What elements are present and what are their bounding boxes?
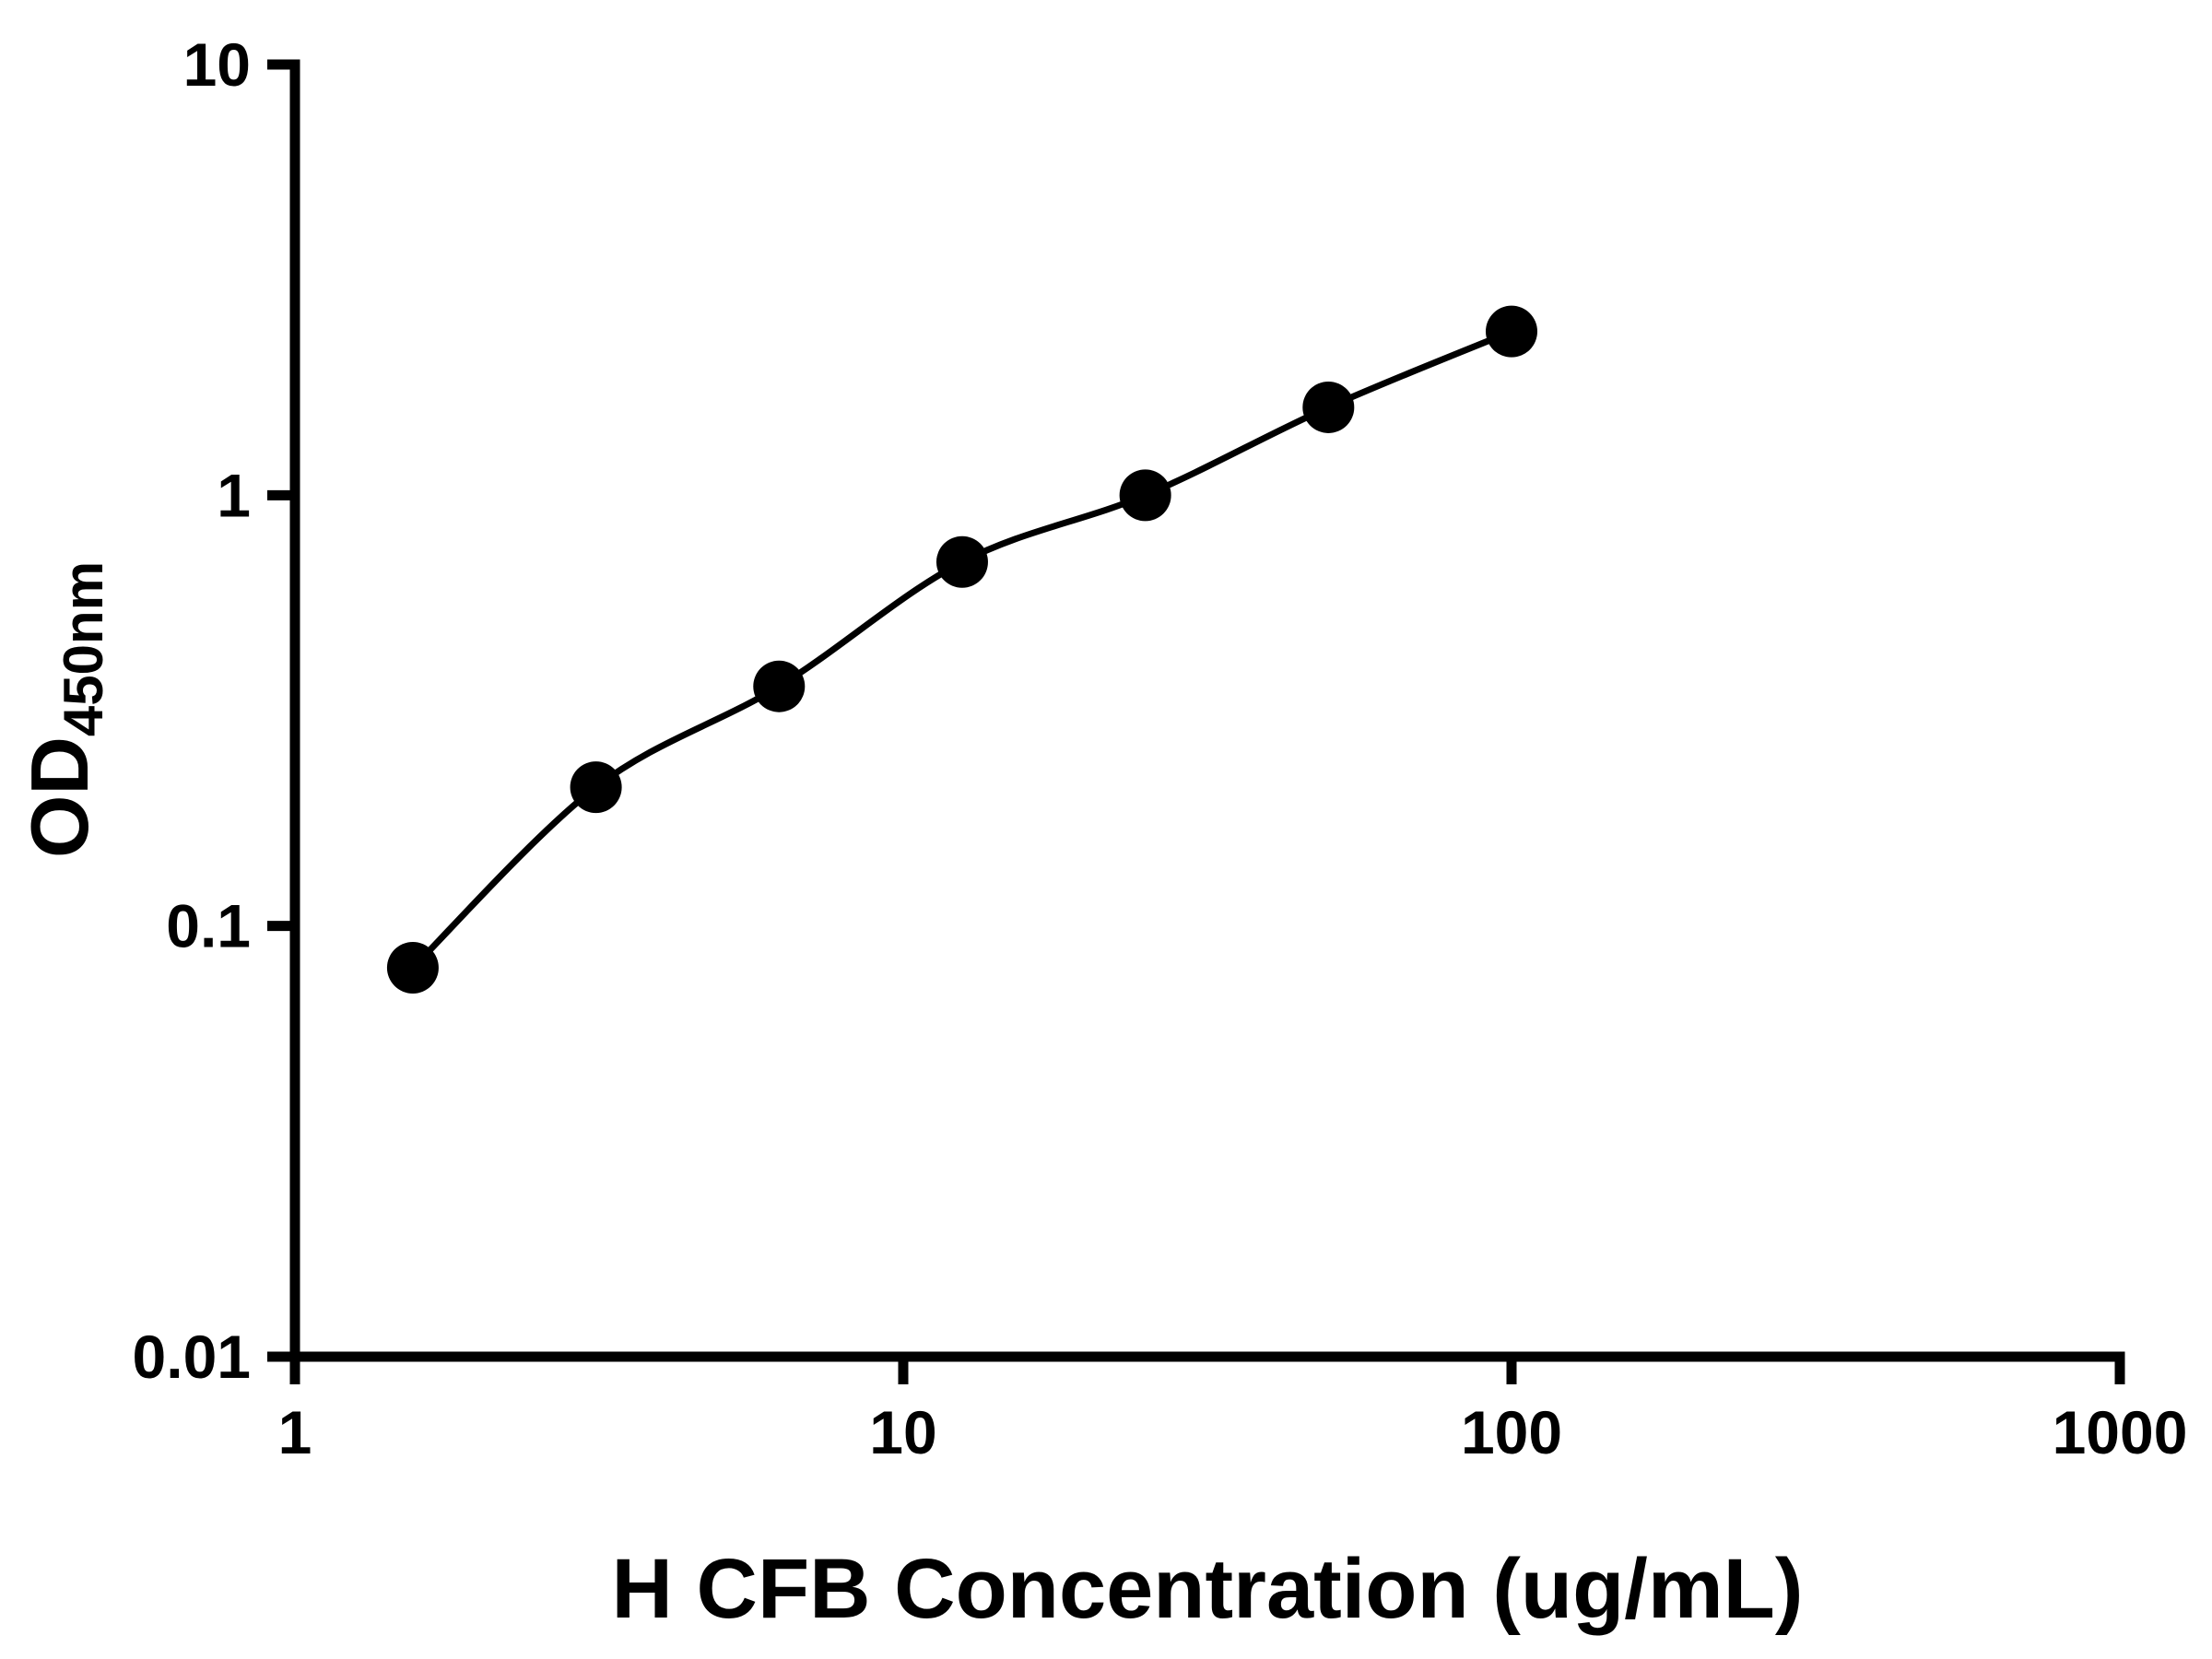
y-axis-title: OD450nm [14,561,114,858]
data-point [1119,469,1171,522]
fit-curve [410,328,1513,971]
y-axis-title-sub: 450nm [53,561,114,736]
x-axis-title: H CFB Concentration (ug/mL) [612,1542,1804,1636]
y-tick-label: 0.1 [166,892,251,960]
x-tick-label: 1000 [2053,1398,2188,1466]
y-tick-label: 0.01 [133,1323,251,1391]
y-tick-label: 1 [217,461,251,529]
data-point [570,761,622,814]
x-tick-label: 10 [869,1398,936,1466]
x-tick-label: 100 [1461,1398,1562,1466]
data-point [386,941,439,994]
tick-layer: 0.01 0.1 1 10 1 10 100 1000 [133,30,2188,1466]
y-axis-title-main: OD [14,736,105,858]
data-point [1302,381,1355,433]
y-tick-label: 10 [183,30,251,99]
data-point [1486,305,1537,358]
x-tick-label: 1 [278,1398,312,1466]
axes-layer [289,59,2125,1362]
data-point [935,535,988,588]
plot-layer [386,305,1537,994]
data-point [753,660,806,712]
